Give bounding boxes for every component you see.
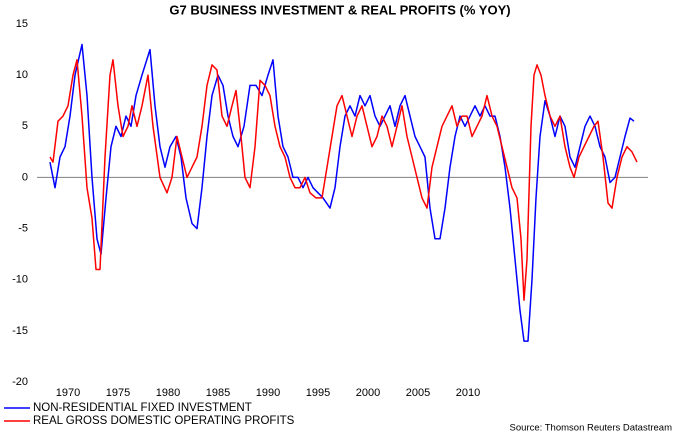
y-tick-label: -15 — [12, 325, 28, 337]
y-tick-label: -5 — [18, 222, 28, 234]
y-tick-label: -10 — [12, 274, 28, 286]
y-tick-label: -20 — [12, 376, 28, 388]
x-tick-label: 1975 — [106, 387, 130, 399]
y-tick-label: 5 — [22, 120, 28, 132]
x-tick-label: 2005 — [406, 387, 430, 399]
x-tick-label: 1985 — [206, 387, 230, 399]
source-note: Source: Thomson Reuters Datastream — [510, 423, 673, 434]
y-tick-label: 0 — [22, 171, 28, 183]
series-line — [49, 59, 638, 301]
y-tick-label: 10 — [16, 69, 28, 81]
x-tick-label: 1995 — [306, 387, 330, 399]
x-tick-label: 1980 — [156, 387, 180, 399]
x-tick-label: 1990 — [256, 387, 280, 399]
legend-label: REAL GROSS DOMESTIC OPERATING PROFITS — [33, 415, 295, 427]
legend-label: NON-RESIDENTIAL FIXED INVESTMENT — [33, 402, 252, 414]
x-tick-label: 2010 — [456, 387, 480, 399]
x-tick-label: 2000 — [356, 387, 380, 399]
series-line — [49, 43, 635, 342]
x-tick-label: 1970 — [56, 387, 80, 399]
y-tick-label: 15 — [16, 18, 28, 30]
chart-title: G7 BUSINESS INVESTMENT & REAL PROFITS (%… — [169, 2, 510, 17]
